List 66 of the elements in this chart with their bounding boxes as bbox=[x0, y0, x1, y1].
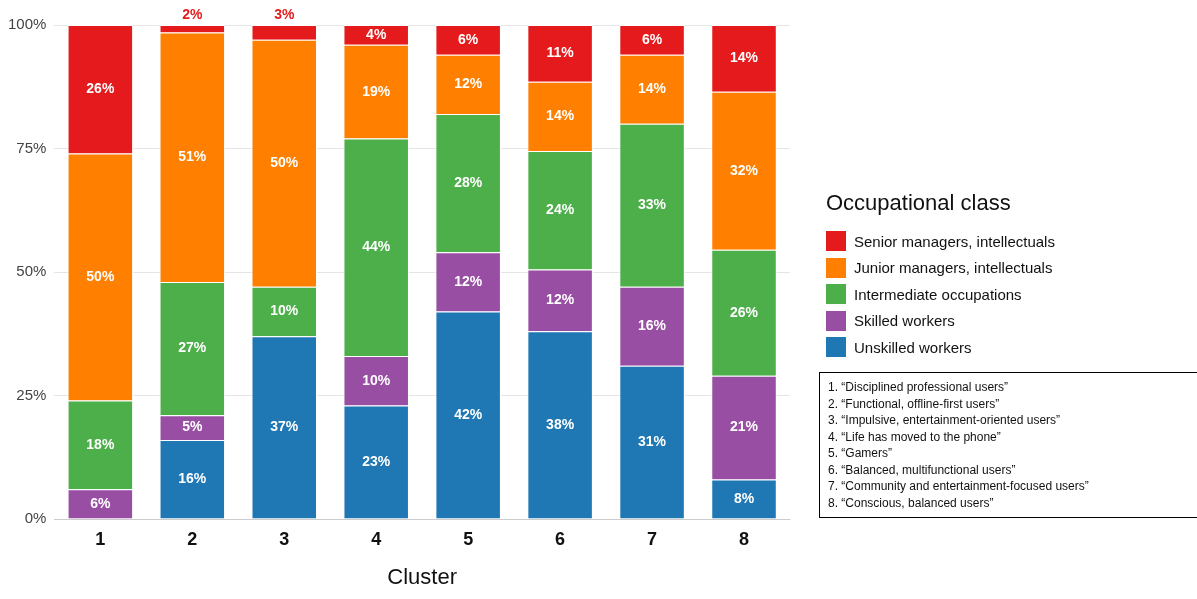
x-tick-label: 2 bbox=[187, 528, 198, 549]
x-tick-label: 5 bbox=[463, 528, 474, 549]
y-tick-label: 0% bbox=[24, 509, 47, 527]
legend-title: Occupational class bbox=[826, 190, 1012, 216]
data-label: 6% bbox=[641, 30, 663, 47]
data-label: 37% bbox=[270, 418, 299, 435]
x-tick-label: 6 bbox=[555, 528, 566, 549]
data-label: 12% bbox=[454, 272, 483, 289]
data-label: 42% bbox=[454, 405, 483, 422]
data-label: 14% bbox=[730, 49, 759, 66]
data-label: 16% bbox=[178, 470, 207, 487]
text: 8. “Conscious, balanced users” bbox=[828, 494, 995, 511]
data-label: 11% bbox=[546, 44, 575, 61]
y-tick-label: 75% bbox=[16, 138, 47, 156]
y-tick-label: 25% bbox=[16, 385, 47, 403]
x-tick-label: 7 bbox=[647, 528, 658, 549]
data-label: 6% bbox=[458, 30, 479, 47]
text: 6. “Balanced, multifunctional users” bbox=[828, 461, 1017, 478]
data-label: 33% bbox=[638, 196, 667, 213]
y-tick-label: 100% bbox=[7, 15, 47, 33]
data-label: 28% bbox=[454, 173, 483, 190]
legend-label: Unskilled workers bbox=[854, 338, 972, 356]
data-label: 44% bbox=[362, 238, 391, 255]
data-label: 5% bbox=[182, 418, 203, 435]
legend-label: Skilled workers bbox=[854, 312, 955, 330]
x-tick-label: 1 bbox=[95, 528, 106, 549]
data-label: 24% bbox=[546, 201, 575, 218]
data-label: 3% bbox=[274, 5, 295, 22]
text: 2. “Functional, offline-first users” bbox=[828, 395, 1001, 412]
x-tick-label: 4 bbox=[371, 528, 382, 549]
data-label: 19% bbox=[362, 82, 391, 99]
data-label: 8% bbox=[733, 489, 755, 506]
legend-label: Senior managers, intellectuals bbox=[854, 232, 1055, 250]
text: 7. “Community and entertainment-focused users” bbox=[828, 478, 1090, 495]
text: 3. “Impulsive, entertainment-oriented users” bbox=[828, 412, 1062, 429]
data-label: 6% bbox=[90, 494, 112, 511]
text: 1. “Disciplined professional users” bbox=[828, 379, 1010, 396]
data-label: 12% bbox=[546, 291, 575, 308]
data-label: 2% bbox=[182, 5, 203, 22]
data-label: 10% bbox=[270, 302, 299, 319]
data-label: 26% bbox=[730, 303, 759, 320]
data-label: 16% bbox=[638, 317, 667, 334]
data-label: 14% bbox=[638, 80, 667, 97]
data-label: 27% bbox=[178, 339, 207, 356]
x-tick-label: 8 bbox=[739, 528, 750, 549]
data-label: 26% bbox=[86, 80, 115, 97]
data-label: 31% bbox=[638, 433, 667, 450]
data-label: 50% bbox=[86, 267, 115, 284]
data-label: 38% bbox=[546, 415, 575, 432]
text: 4. “Life has moved to the phone” bbox=[828, 428, 1002, 445]
data-label: 14% bbox=[546, 107, 575, 124]
data-label: 4% bbox=[366, 25, 387, 42]
data-label: 32% bbox=[730, 161, 759, 178]
data-label: 18% bbox=[86, 435, 115, 452]
legend-label: Intermediate occupations bbox=[854, 285, 1022, 303]
x-tick-label: 3 bbox=[279, 528, 290, 549]
y-tick-label: 50% bbox=[16, 262, 47, 280]
text: 5. “Gamers” bbox=[828, 445, 893, 462]
data-label: 23% bbox=[362, 452, 391, 469]
data-label: 51% bbox=[178, 148, 207, 164]
data-label: 21% bbox=[730, 418, 759, 435]
x-axis-title: Cluster bbox=[387, 563, 458, 589]
legend-label: Junior managers, intellectuals bbox=[854, 259, 1053, 277]
data-label: 10% bbox=[362, 371, 391, 388]
data-label: 12% bbox=[454, 75, 483, 92]
data-label: 50% bbox=[270, 154, 299, 171]
